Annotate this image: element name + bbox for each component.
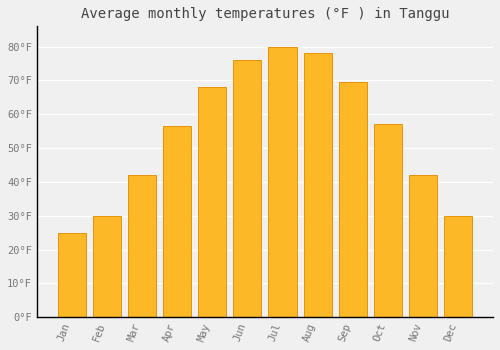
Bar bbox=[444, 216, 472, 317]
Bar bbox=[198, 87, 226, 317]
Bar bbox=[338, 82, 367, 317]
Bar bbox=[92, 216, 121, 317]
Bar bbox=[304, 53, 332, 317]
Bar bbox=[409, 175, 437, 317]
Bar bbox=[128, 175, 156, 317]
Bar bbox=[268, 47, 296, 317]
Bar bbox=[374, 124, 402, 317]
Bar bbox=[163, 126, 191, 317]
Title: Average monthly temperatures (°F ) in Tanggu: Average monthly temperatures (°F ) in Ta… bbox=[80, 7, 449, 21]
Bar bbox=[234, 60, 262, 317]
Bar bbox=[58, 233, 86, 317]
